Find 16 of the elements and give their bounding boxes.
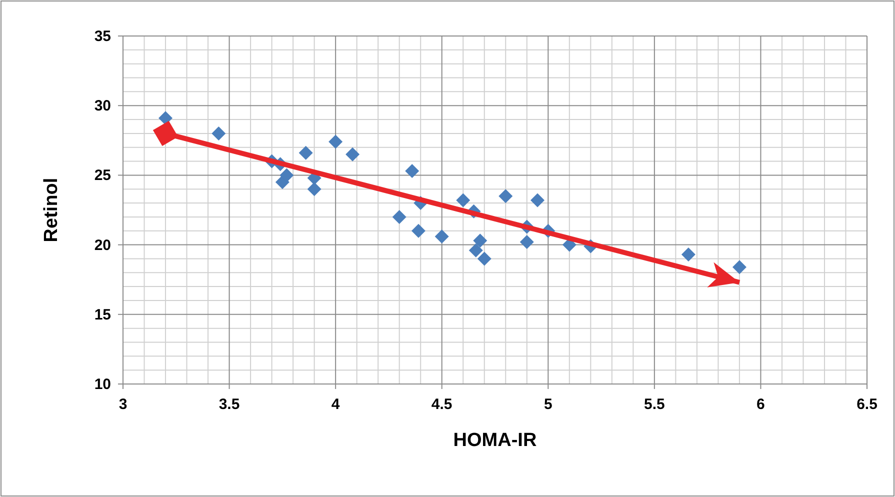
x-tick-label: 5 — [544, 396, 552, 413]
y-axis-title: Retinol — [41, 178, 62, 242]
x-tick-label: 4.5 — [431, 396, 452, 413]
x-tick-label: 4 — [331, 396, 340, 413]
x-tick-label: 5.5 — [644, 396, 665, 413]
x-tick-label: 6.5 — [856, 396, 878, 413]
y-tick-label: 20 — [94, 236, 111, 254]
y-tick-label: 10 — [94, 376, 111, 393]
x-axis-title: HOMA-IR — [453, 430, 537, 451]
x-tick-label: 3 — [118, 396, 128, 413]
x-tick-label: 3.5 — [218, 396, 240, 413]
y-tick-label: 15 — [94, 306, 111, 324]
y-tick-label: 25 — [94, 167, 111, 184]
y-tick-label: 35 — [94, 28, 111, 45]
x-tick-label: 6 — [756, 396, 765, 413]
y-tick-label: 30 — [94, 98, 111, 115]
